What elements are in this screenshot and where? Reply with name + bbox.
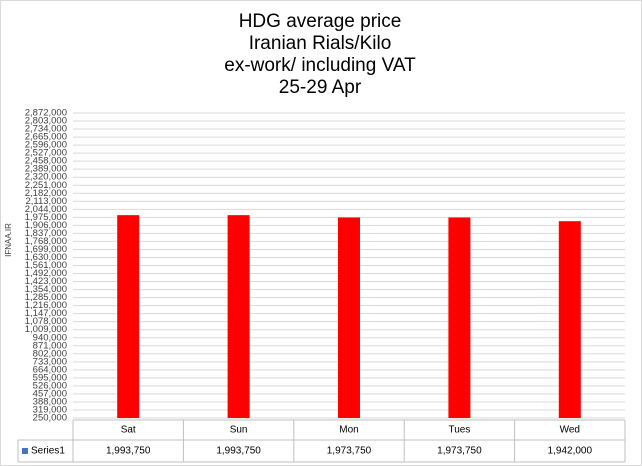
legend-label: Series1 [31,446,65,457]
x-tick-label: Sun [230,425,248,436]
chart-title: HDG average price [239,11,402,32]
y-tick-label: 1,837,000 [25,228,67,239]
y-tick-label: 595,000 [33,372,67,383]
bar [117,215,140,418]
bar [227,215,250,418]
y-tick-label: 2,596,000 [25,140,67,151]
y-tick-label: 1,699,000 [25,244,67,255]
y-tick-label: 1,423,000 [25,276,67,287]
x-tick-label: Wed [560,425,580,436]
y-tick-label: 664,000 [33,364,67,375]
y-tick-label: 1,906,000 [25,220,67,231]
y-tick-label: 250,000 [33,413,67,424]
table-value: 1,973,750 [327,446,372,457]
y-tick-label: 1,147,000 [25,308,67,319]
y-tick-label: 2,389,000 [25,164,67,175]
y-tick-label: 526,000 [33,380,67,391]
y-tick-label: 1,630,000 [25,252,67,263]
y-tick-label: 1,354,000 [25,284,67,295]
y-tick-label: 1,216,000 [25,300,67,311]
chart-title: ex-work/ including VAT [224,55,416,76]
y-tick-label: 457,000 [33,388,67,399]
chart-title: Iranian Rials/Kilo [249,33,392,54]
y-tick-label: 1,561,000 [25,260,67,271]
y-tick-label: 871,000 [33,340,67,351]
legend-swatch [22,448,28,454]
y-tick-label: 319,000 [33,404,67,415]
y-tick-label: 2,872,000 [25,108,67,119]
y-tick-label: 2,803,000 [25,116,67,127]
y-tick-label: 802,000 [33,348,67,359]
y-tick-label: 2,113,000 [25,196,67,207]
table-value: 1,993,750 [106,446,151,457]
y-tick-label: 940,000 [33,332,67,343]
y-tick-label: 2,458,000 [25,156,67,167]
bar [558,221,581,418]
y-tick-label: 1,492,000 [25,268,67,279]
x-tick-label: Mon [339,425,358,436]
table-value: 1,993,750 [216,446,261,457]
watermark: IFNAA.IR [4,223,13,257]
y-tick-label: 1,975,000 [25,212,67,223]
y-tick-label: 388,000 [33,396,67,407]
y-tick-label: 2,734,000 [25,124,67,135]
y-tick-label: 733,000 [33,356,67,367]
bar [338,217,360,418]
bar [448,217,471,418]
y-tick-label: 2,251,000 [25,180,67,191]
y-tick-label: 1,285,000 [25,292,67,303]
y-tick-label: 2,044,000 [25,204,67,215]
y-tick-label: 2,182,000 [25,188,67,199]
y-tick-label: 1,009,000 [25,324,67,335]
table-value: 1,942,000 [548,446,593,457]
table-value: 1,973,750 [437,446,482,457]
x-tick-label: Sat [121,425,136,436]
y-tick-label: 2,665,000 [25,132,67,143]
chart-title: 25-29 Apr [279,77,362,98]
y-tick-label: 1,078,000 [25,316,67,327]
y-tick-label: 1,768,000 [25,236,67,247]
x-tick-label: Tues [448,425,470,436]
y-tick-label: 2,320,000 [25,172,67,183]
y-tick-label: 2,527,000 [25,148,67,159]
